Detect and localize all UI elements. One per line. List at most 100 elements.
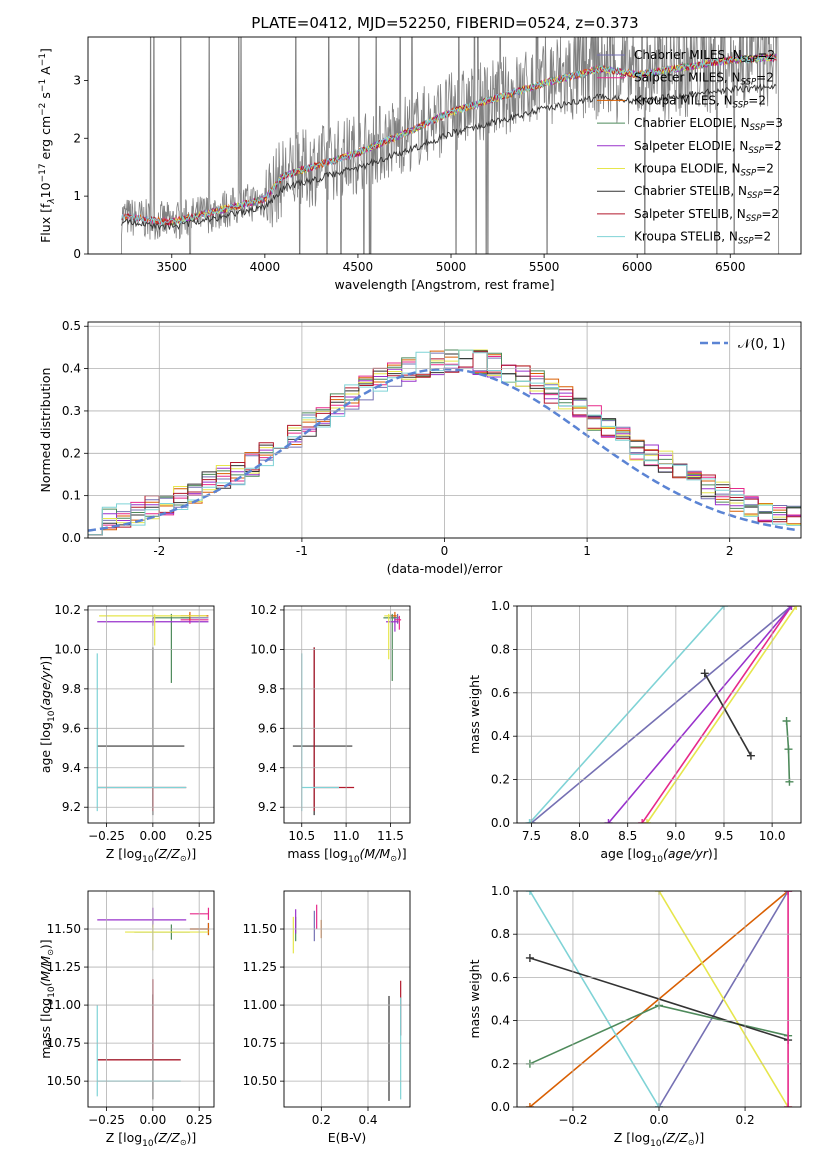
y-tick-label: 11.25	[243, 960, 277, 974]
x-tick-label: 9.0	[666, 829, 685, 843]
x-axis-label: mass [log10(M/M⊙)]	[287, 846, 406, 865]
y-tick-label: 3	[73, 73, 81, 87]
panel-z-weight: −0.2 0.0 0.2 0.0 0.2 0.4 0.6 0.8 1.0 Z [log10(Z/Z…	[467, 884, 802, 1149]
x-tick-label: 2	[726, 544, 734, 558]
weight-line	[530, 606, 792, 823]
x-tick-label: 0.4	[358, 1113, 377, 1127]
y-tick-label: 0.0	[491, 816, 510, 830]
x-tick-label: 6000	[622, 260, 653, 274]
y-tick-label: 10.0	[250, 642, 277, 656]
panel-ebv-mass: 0.2 0.4 10.50 10.75 11.00 11.25 11.50 E(B-V)	[243, 890, 411, 1145]
weight-marker	[784, 891, 793, 895]
legend-entry-8: Kroupa STELIB, NSSP=2	[634, 230, 771, 247]
y-tick-label: 0.8	[491, 642, 510, 656]
y-tick-label: 10.50	[243, 1074, 277, 1088]
axes-frame	[87, 890, 215, 1108]
y-tick-label: 1.0	[491, 884, 510, 898]
y-tick-label: 11.00	[47, 998, 81, 1012]
y-tick-label: 9.2	[62, 800, 81, 814]
axes-frame	[283, 605, 411, 824]
x-tick-label: 1	[583, 544, 591, 558]
panel-z-mass: −0.25 0.00 0.25 10.50 10.75 11.00 11.25 11.50 Z …	[38, 890, 215, 1149]
y-tick-label: 0	[73, 247, 81, 261]
y-tick-label: 1	[73, 189, 81, 203]
normal-legend-label: 𝒩(0, 1)	[738, 337, 785, 352]
y-tick-label: 1.0	[491, 599, 510, 613]
weight-marker	[604, 819, 613, 823]
panel-residuals: -2 -1 0 1 2 0.0 0.1 0.2 0.3 0.4 0.5 (data-model)/er…	[38, 319, 802, 576]
panel-mass-age: 10.5 11.0 11.5 9.2 9.4 9.6 9.8 10.0 10.2 mass [lo…	[250, 603, 411, 865]
x-tick-label: −0.25	[88, 1113, 125, 1127]
x-tick-label: 5000	[436, 260, 467, 274]
y-tick-label: 10.75	[243, 1036, 277, 1050]
y-axis-label: Normed distribution	[38, 368, 53, 493]
model-spectrum-8	[121, 55, 777, 226]
weight-series-3	[655, 891, 793, 1107]
errorbar-6	[97, 994, 181, 1100]
errorbar-8	[301, 653, 340, 812]
weight-marker	[784, 1103, 793, 1107]
x-tick-label: 0	[441, 544, 449, 558]
y-tick-label: 0.4	[62, 362, 81, 376]
legend-entry-6: Chabrier STELIB, NSSP=2	[634, 184, 780, 201]
x-tick-label: −0.25	[88, 829, 125, 843]
weight-series-0	[527, 606, 796, 823]
x-tick-label: 11.5	[377, 829, 404, 843]
x-axis-label: (data-model)/error	[387, 561, 504, 576]
axes-frame	[87, 605, 215, 824]
y-tick-label: 9.8	[258, 682, 277, 696]
panel-age-weight: 7.5 8.0 8.5 9.0 9.5 10.0 0.0 0.2 0.4 0.6 0.8 1.0 age…	[467, 599, 802, 865]
legend-entry-2: Kroupa MILES, NSSP=2	[634, 93, 766, 110]
y-tick-label: 9.8	[62, 682, 81, 696]
x-tick-label: 10.0	[759, 829, 786, 843]
weight-marker	[525, 891, 534, 895]
weight-line	[607, 606, 793, 823]
x-tick-label: 8.0	[570, 829, 589, 843]
errorbar-7	[313, 647, 355, 812]
axes-frame	[283, 890, 411, 1108]
legend-entry-0: Chabrier MILES, NSSP=2	[634, 48, 775, 65]
x-axis-label: Z [log10(Z/Z⊙)]	[106, 846, 197, 865]
x-tick-label: 10.5	[288, 829, 315, 843]
plot-area	[88, 37, 801, 254]
errorbar-7	[97, 979, 181, 1061]
y-tick-label: 0.2	[491, 1057, 510, 1071]
y-tick-label: 0.4	[491, 1014, 510, 1028]
y-axis-label: Flux [fλ10−17 erg cm−2 s−1 A−1]	[38, 48, 57, 243]
weight-marker	[782, 717, 791, 726]
weight-marker	[525, 953, 534, 962]
y-tick-label: 10.75	[47, 1036, 81, 1050]
errorbar-5	[384, 613, 391, 660]
y-tick-label: 9.6	[258, 721, 277, 735]
x-tick-label: 7.5	[522, 829, 541, 843]
y-tick-label: 0.5	[62, 319, 81, 333]
x-axis-label: E(B-V)	[328, 1130, 367, 1145]
weight-marker	[525, 1103, 534, 1107]
figure-title: PLATE=0412, MJD=52250, FIBERID=0524, z=0…	[251, 14, 638, 32]
legend-entry-3: Chabrier ELODIE, NSSP=3	[634, 116, 783, 133]
y-tick-label: 10.2	[54, 603, 81, 617]
y-axis-label: mass [log10(M/M⊙)]	[38, 939, 57, 1058]
model-spectrum-6	[121, 83, 777, 232]
weight-series-4	[525, 606, 728, 823]
weight-marker	[792, 606, 801, 610]
weight-line	[528, 606, 725, 823]
x-tick-label: -2	[153, 544, 165, 558]
y-tick-label: 0.2	[491, 773, 510, 787]
errorbar-8	[96, 1005, 181, 1097]
x-tick-label: 9.5	[714, 829, 733, 843]
x-tick-label: 3500	[156, 260, 187, 274]
figure-layer: 3500 4000 4500 5000 5500 6000 6500 0 1 2 3 waveleng…	[38, 36, 802, 1149]
panel-z-age: −0.25 0.00 0.25 9.2 9.4 9.6 9.8 10.0 10.2 Z [log1…	[38, 603, 215, 865]
x-tick-label: 0.25	[186, 829, 213, 843]
y-tick-label: 10.0	[54, 642, 81, 656]
plot-area	[525, 606, 801, 823]
x-tick-label: 0.00	[139, 1113, 166, 1127]
x-tick-label: 6500	[715, 260, 746, 274]
errorbar-1	[394, 615, 402, 630]
plot-area	[292, 904, 402, 1101]
weight-series-2	[604, 606, 796, 823]
y-tick-label: 11.00	[243, 998, 277, 1012]
axes-frame	[87, 321, 802, 539]
